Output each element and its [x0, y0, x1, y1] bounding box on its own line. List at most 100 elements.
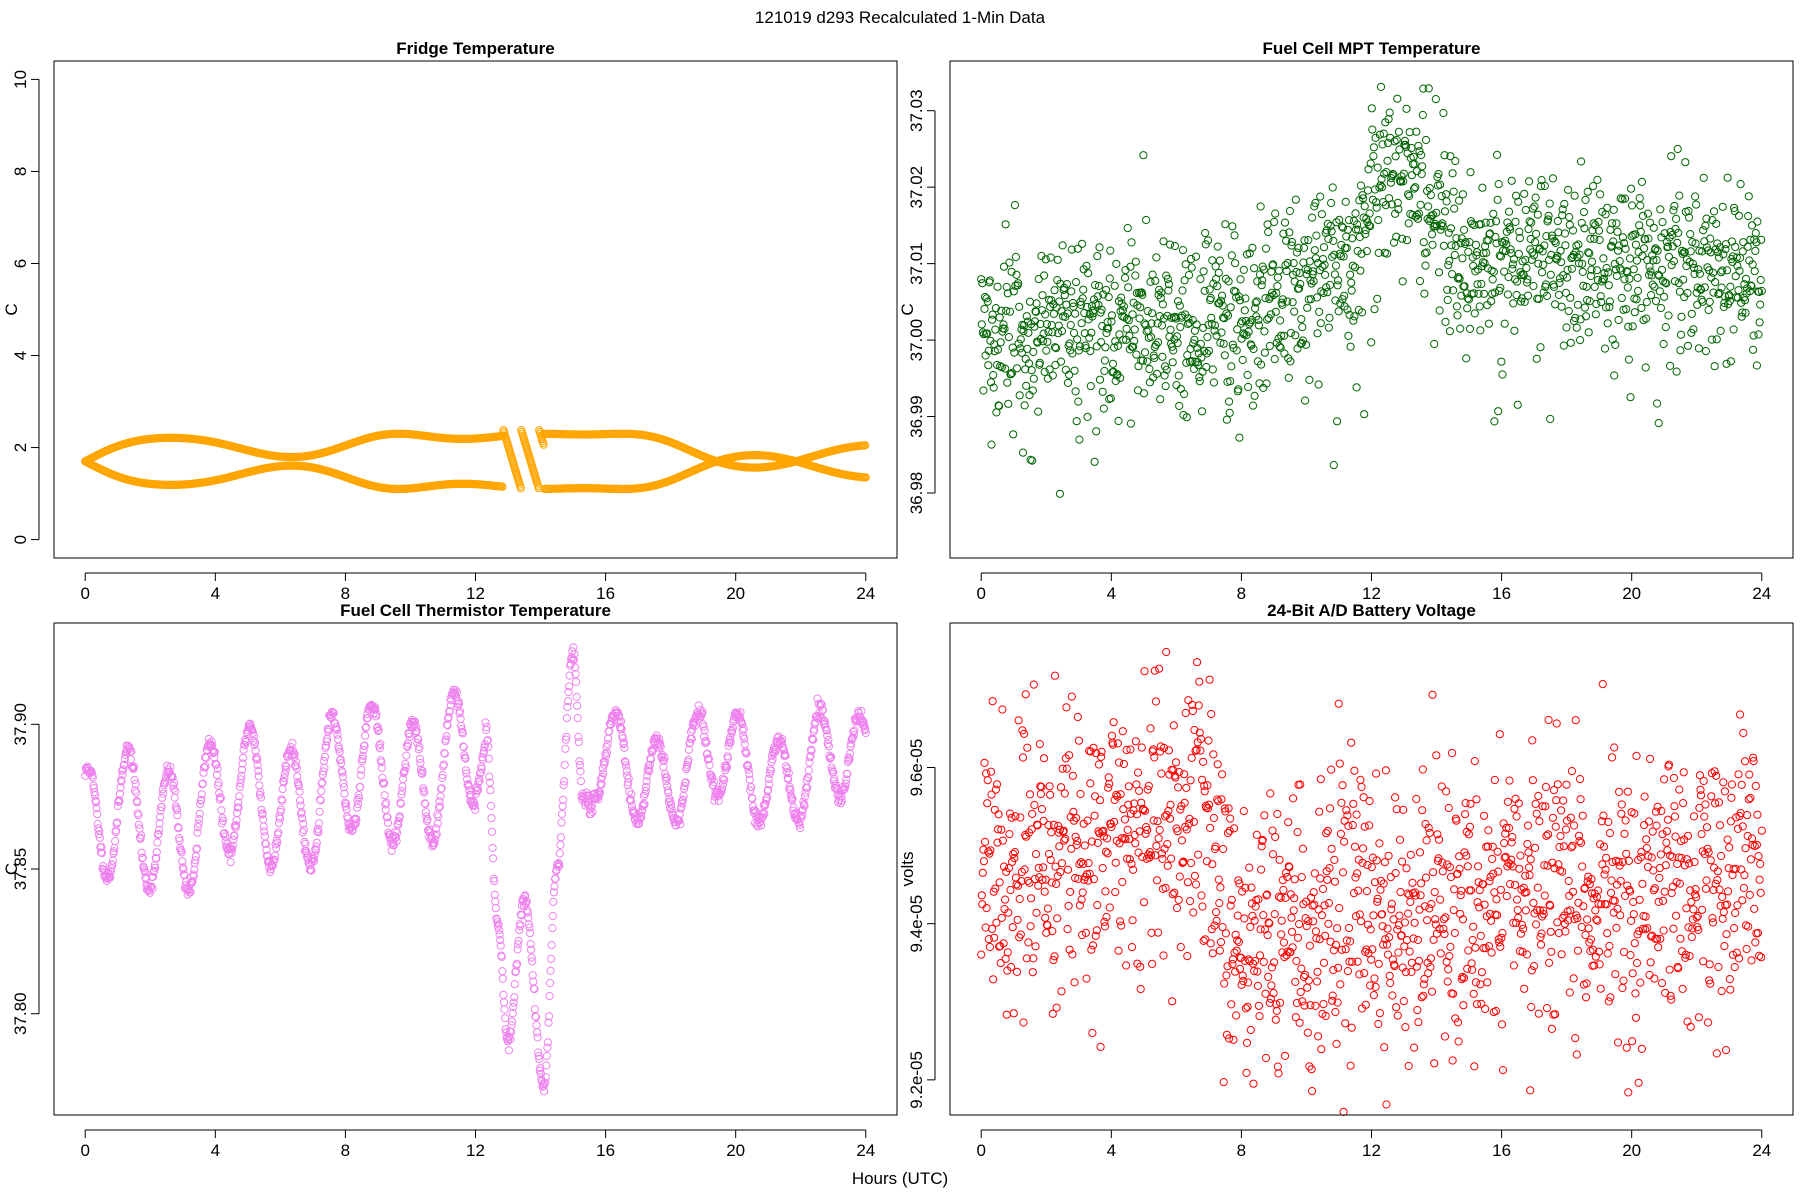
data-point	[1317, 287, 1326, 296]
data-point	[1713, 248, 1722, 257]
data-point	[1689, 325, 1698, 334]
data-point	[1735, 266, 1744, 275]
data-point	[1441, 317, 1450, 326]
data-point	[260, 832, 269, 841]
data-point	[1435, 306, 1444, 315]
data-point	[1071, 387, 1080, 396]
data-point	[1047, 321, 1056, 330]
data-point	[1194, 361, 1203, 370]
data-point	[1114, 758, 1124, 767]
data-point	[1365, 209, 1374, 218]
data-point	[1402, 104, 1411, 113]
data-point	[1609, 237, 1618, 246]
data-point	[1273, 282, 1282, 291]
data-point	[1447, 241, 1456, 250]
data-point	[1181, 708, 1190, 718]
data-point	[982, 769, 991, 778]
data-point	[1531, 193, 1540, 202]
data-point	[1399, 177, 1408, 186]
data-point	[1343, 225, 1353, 234]
data-point	[1204, 346, 1214, 355]
data-point	[1206, 293, 1215, 303]
data-point	[1094, 760, 1104, 769]
data-point	[1482, 248, 1491, 257]
data-point	[1599, 254, 1608, 263]
data-point	[1568, 226, 1578, 235]
data-point	[380, 791, 389, 800]
data-point	[1392, 135, 1401, 145]
data-point	[1370, 185, 1380, 194]
data-point	[1407, 171, 1417, 180]
data-point	[1262, 379, 1271, 388]
x-tick-label: 8	[341, 1141, 350, 1160]
data-point	[1493, 195, 1502, 204]
data-point	[1280, 349, 1289, 358]
data-point	[1295, 284, 1304, 293]
data-point	[1520, 189, 1529, 198]
data-point	[1180, 390, 1189, 399]
data-point	[985, 276, 995, 285]
data-point	[1530, 238, 1540, 247]
data-point	[1552, 255, 1561, 264]
data-point	[1048, 371, 1057, 380]
data-point	[1218, 291, 1227, 300]
data-point	[1067, 287, 1076, 296]
data-point	[1050, 343, 1060, 352]
data-point	[1751, 229, 1760, 238]
data-point	[1208, 860, 1217, 869]
data-point	[1011, 252, 1021, 262]
data-point	[984, 361, 993, 370]
data-point	[1679, 275, 1688, 284]
data-point	[486, 801, 496, 811]
data-point	[1065, 339, 1074, 348]
data-point	[1398, 234, 1407, 243]
data-point	[1158, 854, 1167, 864]
data-point	[1637, 303, 1646, 313]
x-tick-label: 4	[211, 1141, 220, 1160]
data-point	[1491, 217, 1501, 226]
data-point	[1218, 770, 1227, 779]
data-point	[1590, 282, 1599, 291]
data-point	[1746, 281, 1756, 290]
data-point	[1078, 294, 1087, 303]
data-point	[1478, 183, 1487, 192]
data-point	[125, 744, 134, 754]
data-point	[1131, 271, 1140, 280]
data-point	[1155, 825, 1164, 835]
data-point	[1078, 239, 1087, 248]
data-point	[1009, 287, 1018, 296]
data-point	[1252, 830, 1261, 840]
data-point	[107, 864, 116, 873]
data-point	[1273, 273, 1283, 282]
data-point	[1116, 373, 1125, 382]
data-point	[1082, 302, 1092, 312]
data-point	[1695, 269, 1705, 278]
data-point	[1225, 397, 1234, 406]
data-point	[1131, 839, 1140, 848]
data-point	[1203, 236, 1213, 245]
data-point	[1010, 201, 1020, 210]
data-point	[1260, 348, 1270, 357]
data-point	[1026, 922, 1035, 931]
data-point	[499, 990, 508, 1000]
data-point	[996, 338, 1005, 347]
data-point	[1712, 219, 1721, 228]
data-point	[1427, 230, 1437, 239]
y-tick-label: 37.00	[907, 319, 926, 362]
data-point	[1176, 322, 1185, 332]
data-point	[1251, 298, 1260, 307]
data-point	[1350, 312, 1359, 321]
data-point	[1201, 240, 1210, 249]
data-point	[1521, 255, 1530, 264]
data-point	[1662, 279, 1671, 288]
data-point	[1356, 181, 1366, 190]
data-point	[1464, 295, 1474, 304]
data-point	[1624, 322, 1633, 331]
data-point	[1202, 857, 1212, 866]
data-point	[1622, 305, 1631, 314]
data-point	[1644, 234, 1653, 243]
data-point	[1663, 242, 1673, 251]
data-point	[1135, 786, 1144, 795]
data-point	[1219, 1078, 1228, 1087]
data-point	[1491, 232, 1500, 242]
